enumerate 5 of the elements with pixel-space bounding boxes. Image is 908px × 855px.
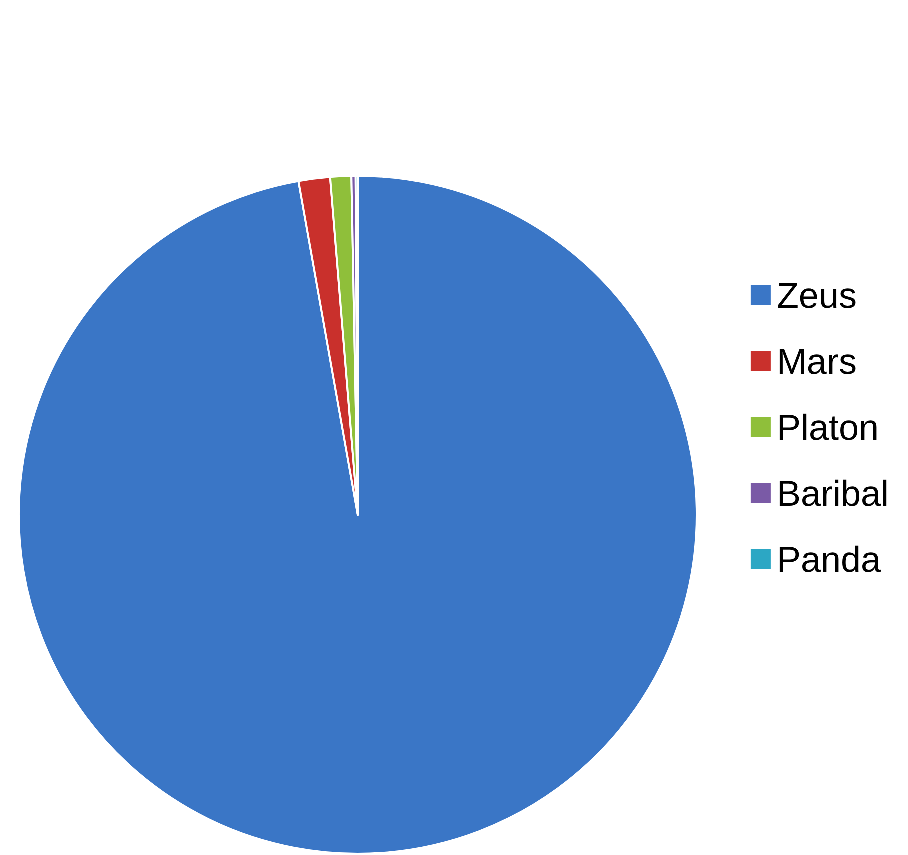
legend-label: Mars bbox=[776, 341, 857, 382]
legend-label: Zeus bbox=[776, 275, 857, 316]
legend-label: Panda bbox=[776, 539, 882, 580]
legend-label: Platon bbox=[776, 407, 880, 448]
legend-label: Baribal bbox=[776, 473, 889, 514]
